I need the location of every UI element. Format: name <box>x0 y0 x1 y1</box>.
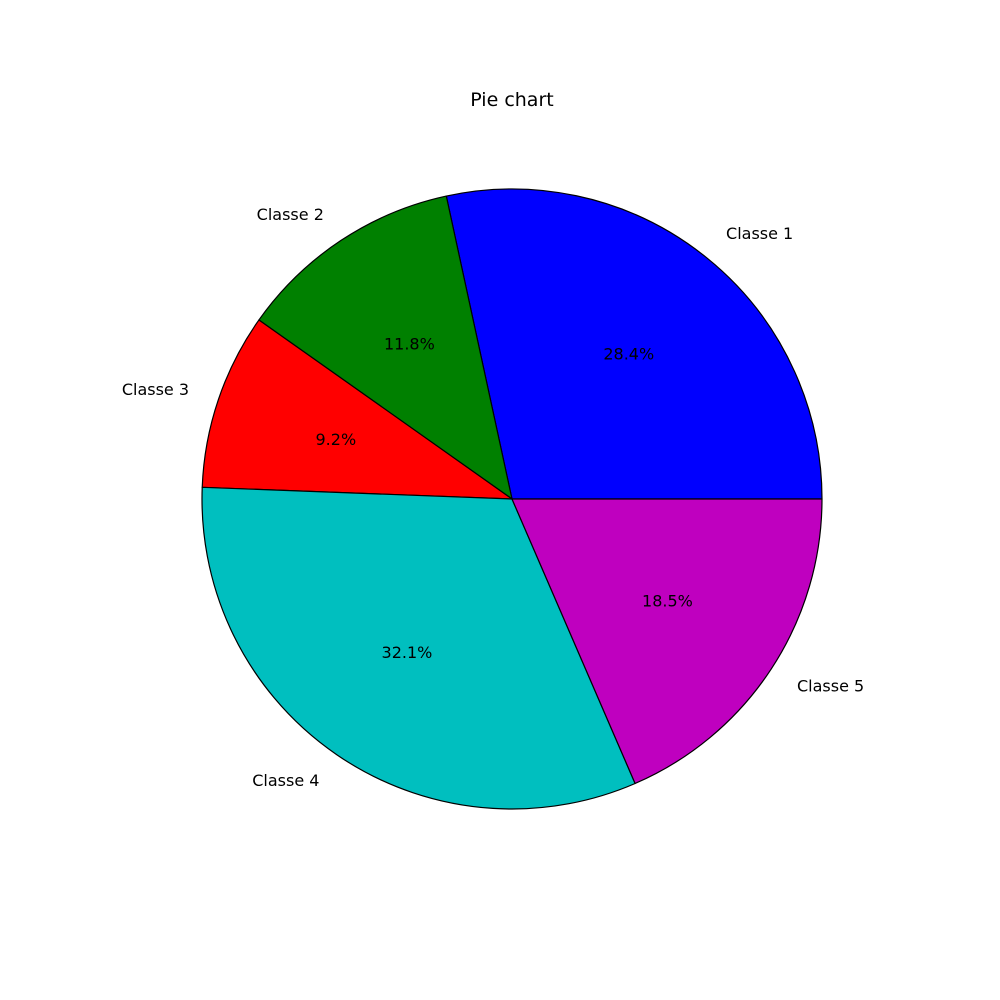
pie-percent-label-classe-2: 11.8% <box>384 334 435 353</box>
pie-category-label-classe-5: Classe 5 <box>797 677 864 696</box>
pie-slice-classe-3 <box>201 319 513 500</box>
pie-slices <box>201 188 823 810</box>
pie-category-label-classe-3: Classe 3 <box>122 380 189 399</box>
pie-percent-label-classe-5: 18.5% <box>642 592 693 611</box>
pie-slice-classe-5 <box>511 498 823 785</box>
pie-slice-classe-1 <box>445 188 823 500</box>
pie-category-label-classe-4: Classe 4 <box>252 771 319 790</box>
pie-slice-classe-2 <box>258 195 513 500</box>
pie-percent-label-classe-4: 32.1% <box>382 643 433 662</box>
pie-slice-classe-4 <box>201 486 636 810</box>
pie-category-labels: Classe 1 Classe 2 Classe 3 Classe 4 Classe 5 <box>122 205 864 790</box>
pie-percent-label-classe-3: 9.2% <box>316 430 357 449</box>
pie-percent-label-classe-1: 28.4% <box>603 345 654 364</box>
chart-title: Pie chart <box>470 89 553 111</box>
pie-category-label-classe-1: Classe 1 <box>726 224 793 243</box>
pie-category-label-classe-2: Classe 2 <box>257 205 324 224</box>
pie-percent-labels: 28.4% 11.8% 9.2% 32.1% 18.5% <box>316 334 693 662</box>
